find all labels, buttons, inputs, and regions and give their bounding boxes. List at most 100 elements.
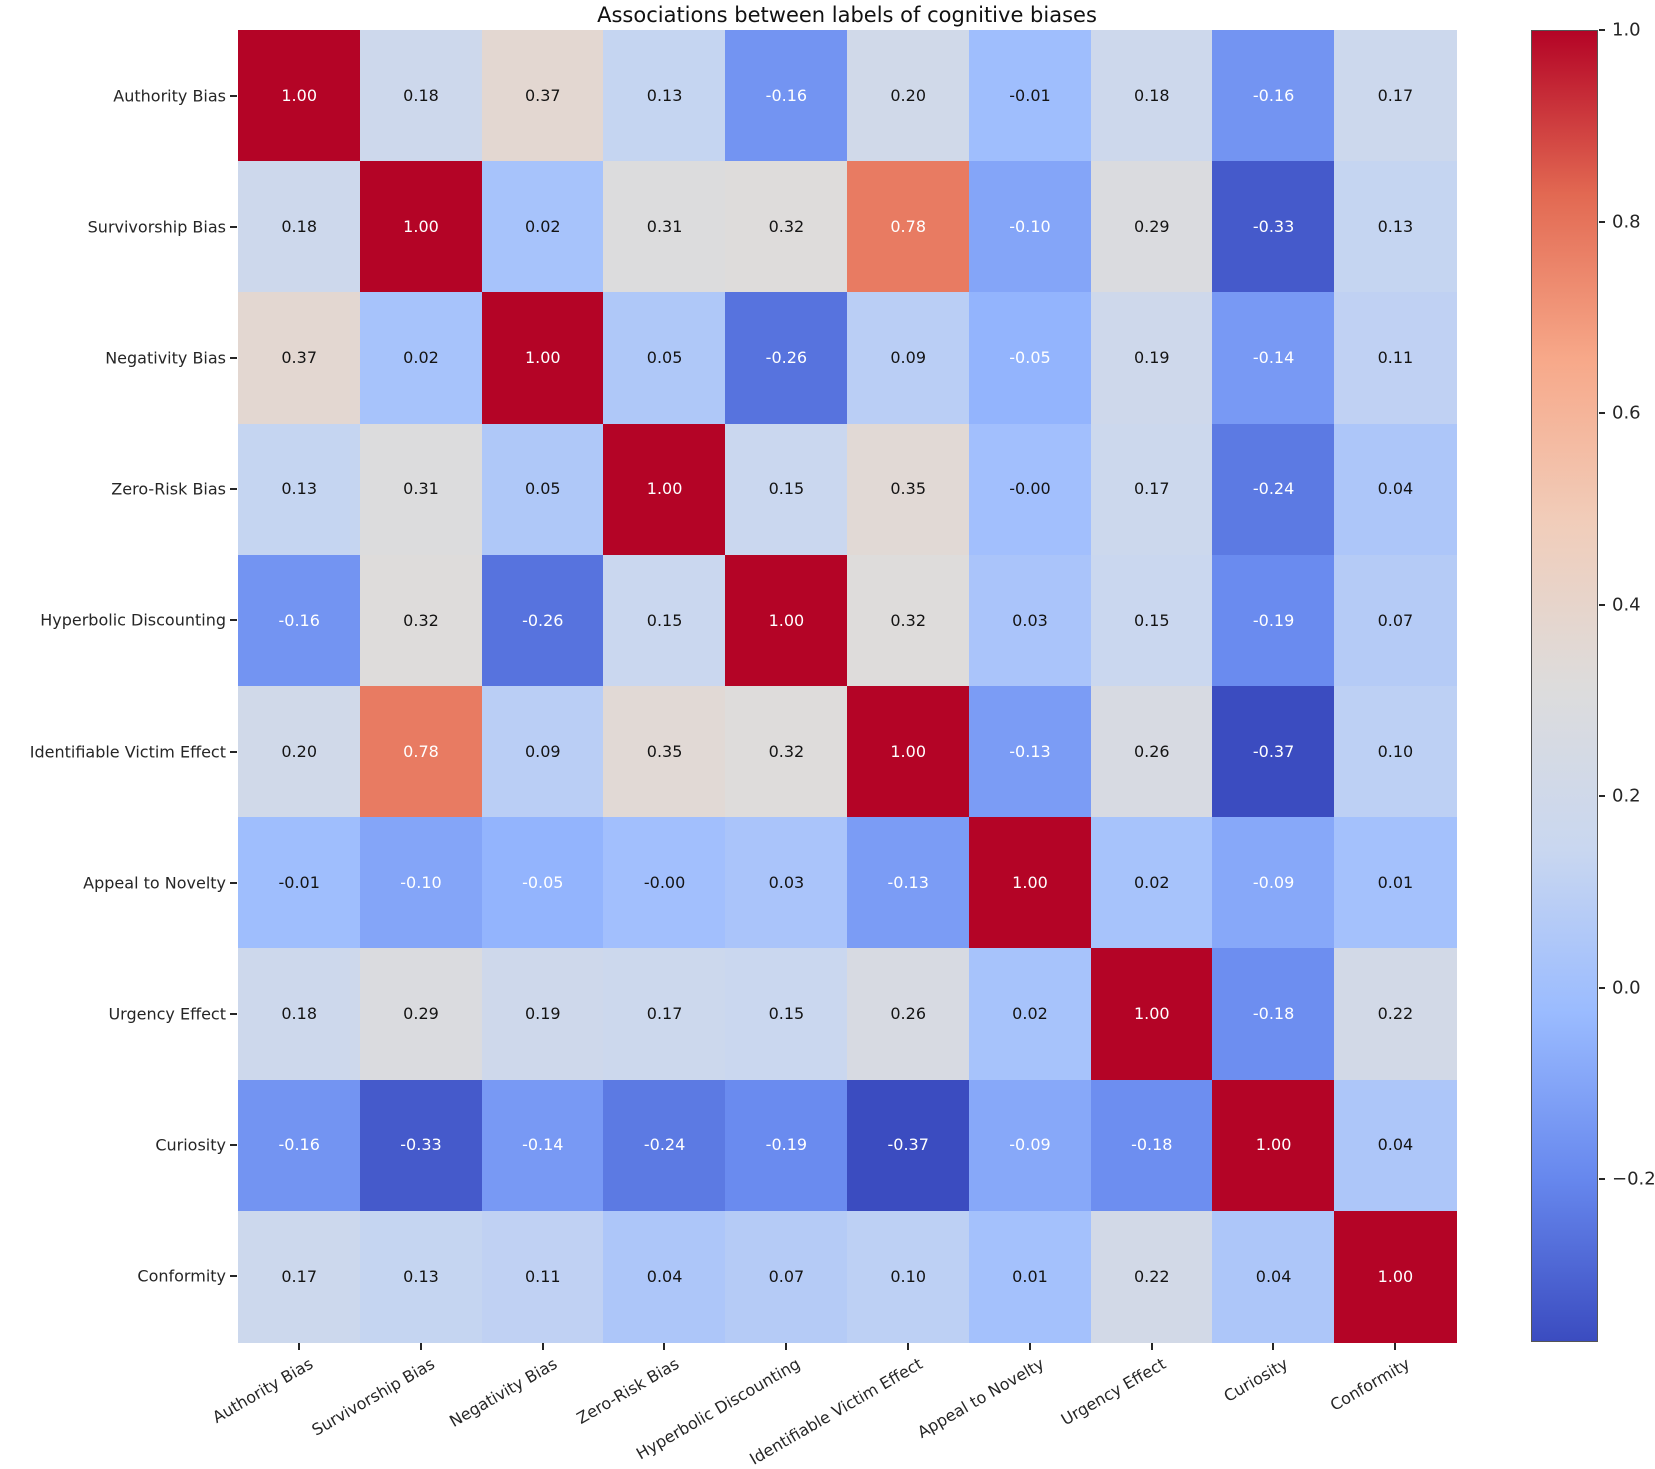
y-tick-mark bbox=[230, 619, 237, 622]
colorbar-tick-mark bbox=[1599, 603, 1605, 606]
heatmap-cell: 0.04 bbox=[1334, 423, 1457, 556]
heatmap-cell: -0.18 bbox=[1212, 948, 1335, 1081]
heatmap-cell: 0.78 bbox=[847, 161, 970, 293]
colorbar-tick-mark bbox=[1599, 986, 1605, 989]
heatmap-cell: 1.00 bbox=[359, 161, 483, 293]
heatmap-cell: 0.17 bbox=[1334, 30, 1457, 162]
x-tick-mark bbox=[419, 1343, 422, 1350]
heatmap-cell: -0.10 bbox=[359, 817, 483, 949]
heatmap-cell: 0.04 bbox=[1212, 1210, 1335, 1343]
heatmap-cell: 0.31 bbox=[603, 161, 726, 293]
heatmap-cell: 1.00 bbox=[1334, 1210, 1457, 1343]
colorbar-tick-label: −0.2 bbox=[1612, 1168, 1655, 1190]
y-tick-mark bbox=[230, 225, 237, 228]
row-label: Zero-Risk Bias bbox=[111, 479, 226, 499]
heatmap-cell: 1.00 bbox=[481, 292, 604, 425]
x-tick-mark bbox=[785, 1343, 788, 1350]
heatmap-cell: -0.37 bbox=[847, 1079, 970, 1212]
heatmap-cell: 0.04 bbox=[603, 1210, 726, 1343]
heatmap-cell: 1.00 bbox=[725, 554, 848, 687]
x-tick-mark bbox=[906, 1343, 909, 1350]
y-tick-mark bbox=[230, 1275, 237, 1278]
colorbar-tick-mark bbox=[1599, 795, 1605, 798]
heatmap-cell: -0.37 bbox=[1212, 686, 1335, 818]
heatmap-figure: Associations between labels of cognitive… bbox=[30, 3, 1655, 1469]
row-label: Conformity bbox=[137, 1266, 226, 1286]
heatmap-cell: 0.19 bbox=[1090, 292, 1213, 425]
x-tick-mark bbox=[541, 1343, 544, 1350]
x-tick-mark bbox=[1150, 1343, 1153, 1350]
heatmap-cell: 0.13 bbox=[359, 1210, 483, 1343]
column-label: Urgency Effect bbox=[1057, 1354, 1169, 1430]
heatmap-cell: 0.02 bbox=[481, 161, 604, 293]
row-label: Appeal to Novelty bbox=[83, 873, 226, 893]
heatmap-cell: 0.01 bbox=[1334, 817, 1457, 949]
heatmap-cell: 1.00 bbox=[847, 686, 970, 818]
heatmap-cell: -0.01 bbox=[238, 817, 361, 949]
heatmap-cell: 0.32 bbox=[359, 554, 483, 687]
y-tick-mark bbox=[230, 488, 237, 491]
column-label: Curiosity bbox=[1220, 1354, 1291, 1406]
y-tick-mark bbox=[230, 357, 237, 359]
heatmap-cell: 0.11 bbox=[481, 1210, 604, 1343]
heatmap-cell: 0.37 bbox=[481, 30, 604, 162]
y-tick-mark bbox=[230, 881, 237, 884]
heatmap-cell: 0.05 bbox=[481, 423, 604, 556]
heatmap-cell: -0.26 bbox=[481, 554, 604, 687]
column-label: Negativity Bias bbox=[445, 1354, 560, 1431]
heatmap-cell: 0.02 bbox=[1090, 817, 1213, 949]
heatmap-cell: 0.09 bbox=[847, 292, 970, 425]
column-label: Authority Bias bbox=[209, 1354, 317, 1427]
heatmap-cell: 0.17 bbox=[603, 948, 726, 1081]
heatmap-cell: -0.05 bbox=[968, 292, 1092, 425]
y-tick-mark bbox=[230, 750, 237, 753]
heatmap-cell: -0.19 bbox=[725, 1079, 848, 1212]
heatmap-cell: -0.26 bbox=[725, 292, 848, 425]
heatmap-cell: -0.05 bbox=[481, 817, 604, 949]
heatmap-cell: 0.15 bbox=[725, 948, 848, 1081]
heatmap-cell: 0.13 bbox=[1334, 161, 1457, 293]
heatmap-cell: 0.32 bbox=[847, 554, 970, 687]
heatmap-cell: 0.11 bbox=[1334, 292, 1457, 425]
heatmap-cell: 0.17 bbox=[1090, 423, 1213, 556]
heatmap-cell: -0.13 bbox=[968, 686, 1092, 818]
heatmap-cell: 0.19 bbox=[481, 948, 604, 1081]
heatmap-cell: 0.02 bbox=[359, 292, 483, 425]
heatmap-cell: 0.26 bbox=[847, 948, 970, 1081]
heatmap-cell: 0.13 bbox=[603, 30, 726, 162]
heatmap-cell: 0.18 bbox=[1090, 30, 1213, 162]
heatmap-cell: -0.33 bbox=[359, 1079, 483, 1212]
heatmap-cell: -0.09 bbox=[1212, 817, 1335, 949]
heatmap-cell: 0.03 bbox=[725, 817, 848, 949]
heatmap-cell: -0.01 bbox=[968, 30, 1092, 162]
heatmap-cell: -0.16 bbox=[1212, 30, 1335, 162]
heatmap-cell: 0.35 bbox=[847, 423, 970, 556]
heatmap-cell: 0.15 bbox=[1090, 554, 1213, 687]
heatmap-cell: -0.00 bbox=[603, 817, 726, 949]
heatmap-cell: 0.20 bbox=[847, 30, 970, 162]
colorbar-tick-mark bbox=[1599, 220, 1605, 223]
heatmap-cell: -0.24 bbox=[1212, 423, 1335, 556]
heatmap-cell: -0.19 bbox=[1212, 554, 1335, 687]
heatmap-cell: 0.26 bbox=[1090, 686, 1213, 818]
heatmap-cell: 0.29 bbox=[359, 948, 483, 1081]
row-label: Curiosity bbox=[155, 1135, 226, 1155]
heatmap-cell: 0.09 bbox=[481, 686, 604, 818]
y-tick-mark bbox=[230, 94, 237, 97]
heatmap-cell: 0.37 bbox=[238, 292, 361, 425]
heatmap-cell: 0.32 bbox=[725, 161, 848, 293]
heatmap-cell: 0.10 bbox=[1334, 686, 1457, 818]
x-tick-mark bbox=[297, 1343, 300, 1350]
column-label: Zero-Risk Bias bbox=[572, 1354, 682, 1428]
x-tick-mark bbox=[1394, 1343, 1397, 1350]
heatmap-cell: 1.00 bbox=[603, 423, 726, 556]
heatmap-cell: 0.17 bbox=[238, 1210, 361, 1343]
heatmap-cell: 0.31 bbox=[359, 423, 483, 556]
colorbar-tick-mark bbox=[1599, 412, 1605, 415]
column-label: Conformity bbox=[1326, 1354, 1413, 1415]
heatmap-cell: 0.18 bbox=[238, 161, 361, 293]
heatmap-cell: -0.18 bbox=[1090, 1079, 1213, 1212]
colorbar-gradient bbox=[1531, 30, 1598, 1342]
colorbar-tick-label: 0.0 bbox=[1612, 977, 1641, 999]
heatmap-cell: 0.13 bbox=[238, 423, 361, 556]
